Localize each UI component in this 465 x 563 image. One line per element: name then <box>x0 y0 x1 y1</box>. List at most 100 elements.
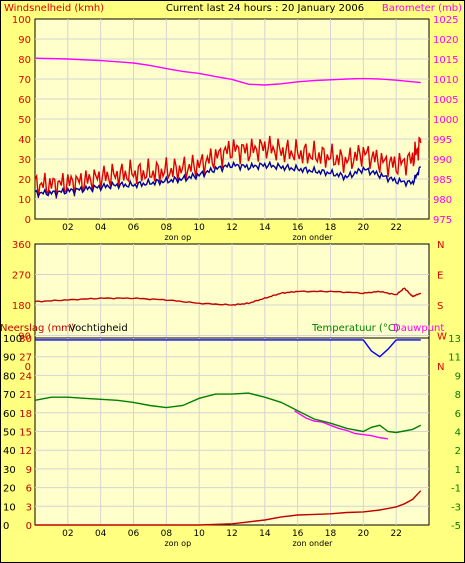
rain-panel-hour-label: 18 <box>325 529 337 539</box>
temperature-tick-label: -3 <box>451 502 461 513</box>
temperature-tick-label: 8 <box>455 390 461 401</box>
barometer-tick-label: 985 <box>433 175 452 186</box>
wind-tick-label: 20 <box>18 175 31 186</box>
temperature-tick-label: -1 <box>451 484 461 495</box>
wind-tick-label: 30 <box>18 155 31 166</box>
wind-tick-label: 40 <box>18 135 31 146</box>
wind-panel-sunrise-label: zon op <box>164 233 191 242</box>
compass-tick-label: S <box>437 301 443 312</box>
wind-panel-hour-label: 06 <box>128 223 140 233</box>
wind-panel-hour-label: 14 <box>259 223 271 233</box>
rain-panel-sunrise-label: zon op <box>164 539 191 548</box>
barometer-tick-label: 990 <box>433 155 452 166</box>
wind-panel-hour-label: 02 <box>62 223 73 233</box>
dewpoint-line <box>294 410 389 440</box>
barometer-tick-label: 1025 <box>433 15 458 26</box>
humidity-tick-label: 90 <box>3 353 16 364</box>
barometer-tick-label: 1010 <box>433 75 458 86</box>
wind-tick-label: 70 <box>18 75 31 86</box>
humidity-tick-label: 20 <box>3 484 16 495</box>
barometer-axis-title: Barometer (mb) <box>382 3 462 14</box>
barometer-tick-label: 1020 <box>433 35 458 46</box>
temperature-tick-label: -5 <box>451 521 461 532</box>
temperature-tick-label: 11 <box>448 353 461 364</box>
wind-tick-label: 100 <box>12 15 31 26</box>
humidity-line <box>35 339 421 358</box>
rain-tick-label: 30 <box>19 334 32 345</box>
direction-tick-label: 270 <box>12 271 31 282</box>
rain-tick-label: 24 <box>19 371 32 382</box>
wind-panel-hour-label: 08 <box>161 223 173 233</box>
humidity-tick-label: 70 <box>3 390 16 401</box>
barometer-line <box>34 57 421 86</box>
wind-axis-title: Windsnelheid (kmh) <box>4 3 104 14</box>
rain-line <box>35 490 422 526</box>
humidity-tick-label: 0 <box>3 521 9 532</box>
humidity-tick-label: 50 <box>3 428 16 439</box>
rain-tick-label: 15 <box>19 428 32 439</box>
temperature-tick-label: 9 <box>455 371 461 382</box>
rain-panel-hour-label: 02 <box>62 529 73 539</box>
compass-tick-label: E <box>437 271 443 282</box>
humidity-tick-label: 80 <box>3 371 16 382</box>
barometer-tick-label: 980 <box>433 195 452 206</box>
temperature-line <box>34 392 422 434</box>
direction-tick-label: 360 <box>12 240 31 251</box>
wind-panel-hour-label: 04 <box>95 223 107 233</box>
compass-tick-label: N <box>437 362 444 373</box>
humidity-tick-label: 100 <box>3 334 22 345</box>
temperature-tick-label: 1 <box>455 465 461 476</box>
rain-panel-hour-label: 22 <box>390 529 401 539</box>
rain-axis-title: Neerslag (mm) <box>0 323 75 334</box>
rain-panel-hour-label: 20 <box>358 529 370 539</box>
humidity-axis-title: Vochtigheid <box>69 323 128 334</box>
barometer-tick-label: 995 <box>433 135 452 146</box>
direction-tick-label: 180 <box>12 301 31 312</box>
rain-panel-hour-label: 12 <box>226 529 237 539</box>
wind-panel-hour-label: 12 <box>226 223 237 233</box>
rain-panel-hour-label: 16 <box>292 529 304 539</box>
temperature-axis-title: Temperatuur (°C) <box>311 323 399 334</box>
wind-panel-hour-label: 22 <box>390 223 401 233</box>
wind-tick-label: 90 <box>18 35 31 46</box>
humidity-tick-label: 40 <box>3 446 16 457</box>
wind-panel-hour-label: 20 <box>358 223 370 233</box>
rain-panel-hour-label: 06 <box>128 529 140 539</box>
compass-tick-label: W <box>437 332 447 343</box>
barometer-tick-label: 1000 <box>433 115 458 126</box>
rain-panel-sunset-label: zon onder <box>292 539 333 548</box>
rain-tick-label: 27 <box>19 353 32 364</box>
wind-panel-hour-label: 18 <box>325 223 337 233</box>
rain-panel-hour-label: 14 <box>259 529 271 539</box>
rain-tick-label: 0 <box>26 521 32 532</box>
compass-tick-label: N <box>437 240 444 251</box>
wind-tick-label: 0 <box>25 215 31 226</box>
barometer-tick-label: 1005 <box>433 95 458 106</box>
wind-tick-label: 10 <box>18 195 31 206</box>
humidity-tick-label: 60 <box>3 409 16 420</box>
temperature-tick-label: 6 <box>455 409 461 420</box>
wind-tick-label: 80 <box>18 55 31 66</box>
wind-average-line <box>34 160 421 199</box>
rain-panel-hour-label: 04 <box>95 529 107 539</box>
rain-tick-label: 18 <box>19 409 32 420</box>
temperature-tick-label: 2 <box>455 446 461 457</box>
temperature-tick-label: 4 <box>455 428 461 439</box>
wind-panel-hour-label: 10 <box>193 223 205 233</box>
humidity-tick-label: 30 <box>3 465 16 476</box>
barometer-tick-label: 1015 <box>433 55 458 66</box>
rain-tick-label: 21 <box>19 390 32 401</box>
wind-tick-label: 50 <box>18 115 31 126</box>
rain-panel-hour-label: 10 <box>193 529 205 539</box>
direction-tick-label: 0 <box>25 362 31 373</box>
rain-tick-label: 12 <box>19 446 32 457</box>
chart-title: Current last 24 hours : 20 January 2006 <box>166 3 364 14</box>
rain-panel-hour-label: 08 <box>161 529 173 539</box>
rain-tick-label: 9 <box>26 465 32 476</box>
rain-tick-label: 6 <box>26 484 32 495</box>
wind-panel-sunset-label: zon onder <box>292 233 333 242</box>
wind-tick-label: 60 <box>18 95 31 106</box>
wind-panel-hour-label: 16 <box>292 223 304 233</box>
